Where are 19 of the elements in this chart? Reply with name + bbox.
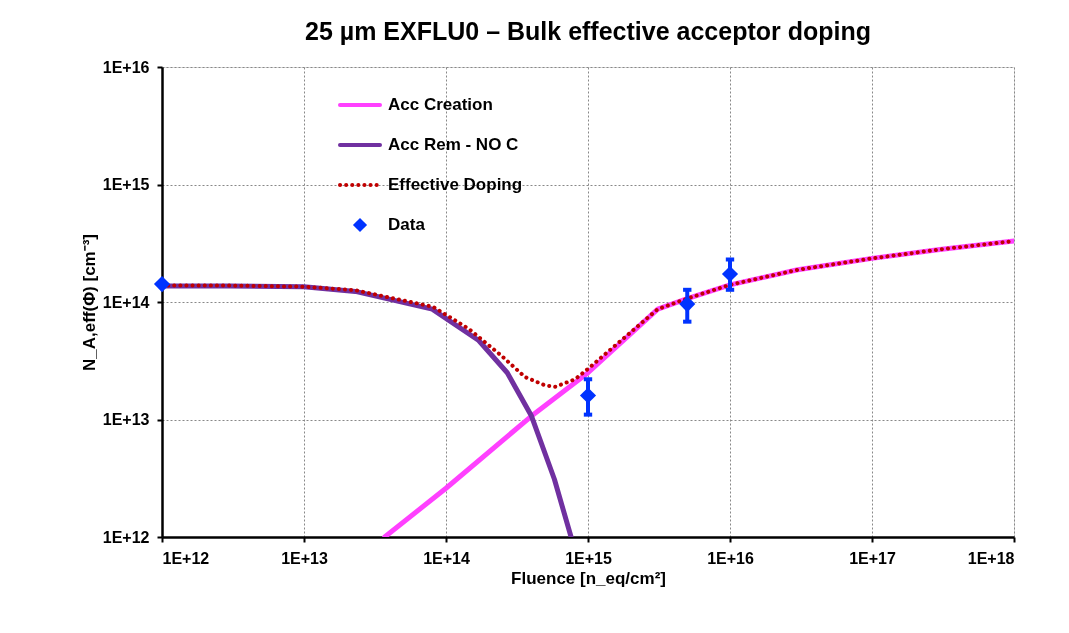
x-tick-label: 1E+13 [281, 549, 328, 567]
x-tick-label: 1E+16 [707, 549, 754, 567]
x-tick-label: 1E+18 [967, 549, 1015, 567]
x-tick-label: 1E+12 [162, 549, 210, 567]
y-tick-label: 1E+14 [102, 293, 150, 311]
y-tick-label: 1E+16 [102, 58, 150, 76]
legend-label: Acc Creation [388, 95, 493, 114]
x-tick-label: 1E+14 [423, 549, 470, 567]
y-tick-label: 1E+13 [102, 411, 150, 428]
y-axis-title: N_A,eff(Φ) [cm⁻³] [79, 233, 99, 372]
legend-label: Effective Doping [388, 175, 523, 194]
chart-title: 25 µm EXFLU0 – Bulk effective acceptor doping [305, 17, 871, 45]
x-tick-label: 1E+15 [565, 549, 612, 567]
y-tick-label: 1E+15 [102, 176, 150, 193]
x-axis-title: Fluence [n_eq/cm²] [511, 568, 666, 588]
legend-label: Acc Rem - NO C [388, 135, 519, 154]
y-tick-label: 1E+12 [102, 528, 150, 546]
x-tick-label: 1E+17 [849, 549, 896, 567]
legend-label: Data [388, 215, 426, 234]
